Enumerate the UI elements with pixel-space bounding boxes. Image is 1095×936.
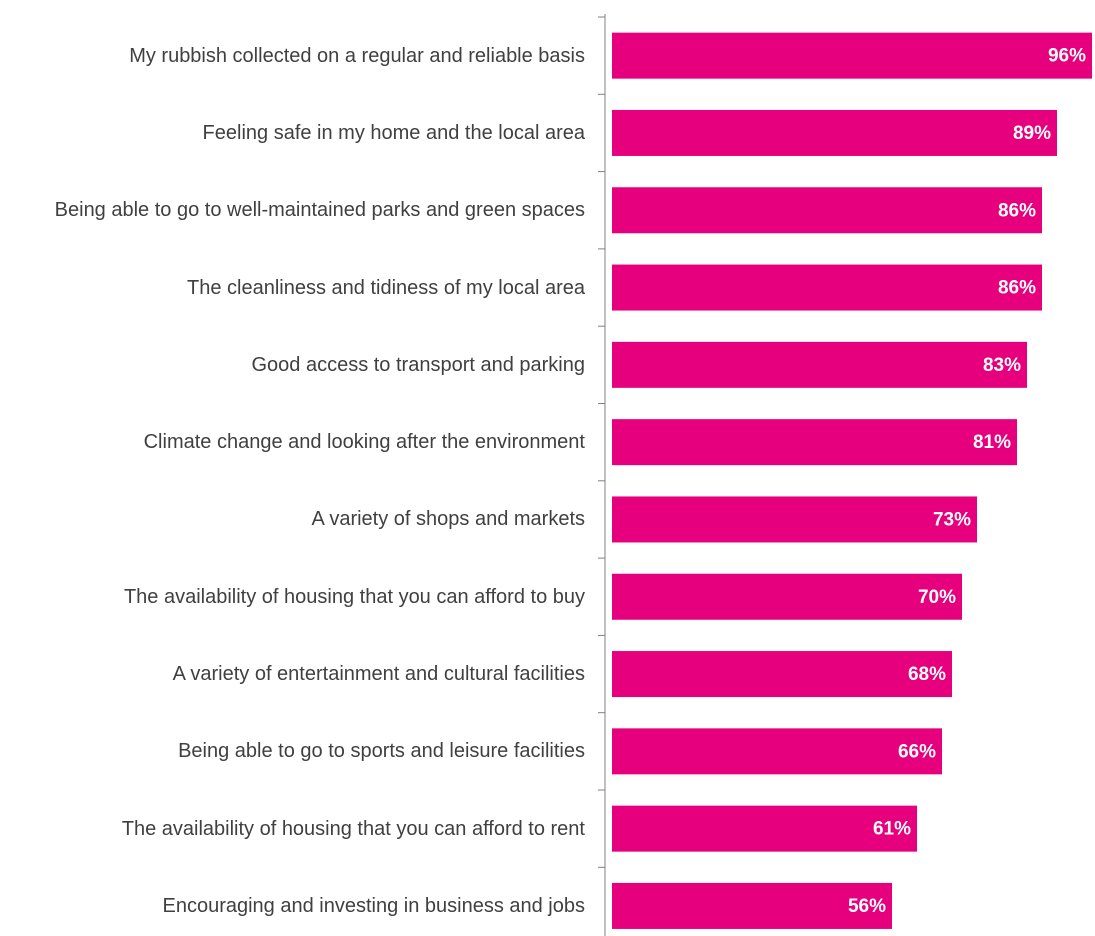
value-label: 66% [898,741,936,762]
bar [612,728,942,775]
bar [612,187,1042,234]
bar [612,264,1042,311]
value-label: 86% [998,200,1036,221]
category-label: Feeling safe in my home and the local ar… [202,121,585,144]
bar [612,651,952,698]
category-label: The availability of housing that you can… [123,585,585,608]
category-label: Being able to go to sports and leisure f… [178,740,585,763]
value-label: 61% [873,819,911,840]
bar [612,109,1057,156]
bar [612,496,977,543]
value-label: 73% [933,509,971,530]
value-label: 70% [918,587,956,608]
category-label: My rubbish collected on a regular and re… [129,44,585,67]
category-label: Encouraging and investing in business an… [162,894,585,917]
category-label: The availability of housing that you can… [121,817,585,840]
category-label: A variety of entertainment and cultural … [172,663,585,686]
value-label: 83% [983,355,1021,376]
bar [612,573,962,620]
category-label: Good access to transport and parking [251,353,585,376]
bar [612,341,1027,388]
category-label: A variety of shops and markets [311,508,585,531]
bar [612,882,892,929]
value-label: 81% [973,432,1011,453]
value-label: 86% [998,278,1036,299]
category-label: Being able to go to well-maintained park… [54,199,585,222]
value-label: 89% [1013,123,1051,144]
value-label: 56% [848,896,886,917]
bar [612,805,917,852]
value-label: 96% [1048,46,1086,67]
bar [612,32,1092,79]
category-label: Climate change and looking after the env… [143,431,585,454]
bar [612,419,1017,466]
category-label: The cleanliness and tidiness of my local… [187,276,585,299]
value-label: 68% [908,664,946,685]
